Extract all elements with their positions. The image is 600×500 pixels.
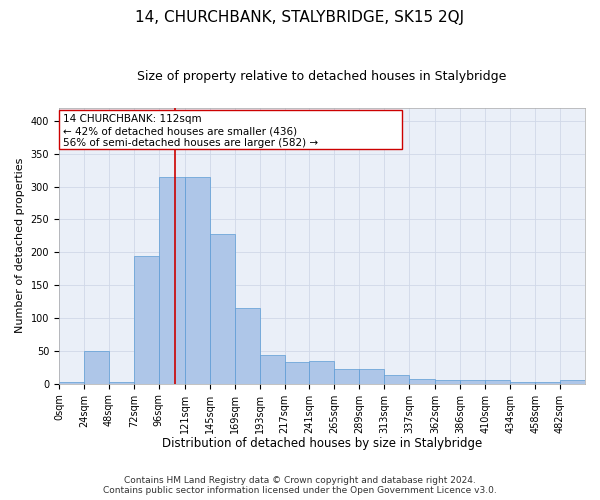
Bar <box>385 374 409 384</box>
Text: 56% of semi-detached houses are larger (582) →: 56% of semi-detached houses are larger (… <box>63 138 318 148</box>
X-axis label: Distribution of detached houses by size in Stalybridge: Distribution of detached houses by size … <box>162 437 482 450</box>
Text: Contains HM Land Registry data © Crown copyright and database right 2024.
Contai: Contains HM Land Registry data © Crown c… <box>103 476 497 495</box>
Bar <box>535 382 560 384</box>
Bar <box>409 379 435 384</box>
Y-axis label: Number of detached properties: Number of detached properties <box>15 158 25 334</box>
Bar <box>84 351 109 384</box>
Bar <box>284 362 310 384</box>
Bar <box>560 380 585 384</box>
Bar <box>209 234 235 384</box>
Bar <box>235 308 260 384</box>
Bar <box>359 370 385 384</box>
Bar <box>435 380 460 384</box>
Title: Size of property relative to detached houses in Stalybridge: Size of property relative to detached ho… <box>137 70 506 83</box>
Bar <box>260 355 284 384</box>
Bar <box>310 360 334 384</box>
Bar <box>109 382 134 384</box>
Bar <box>159 177 185 384</box>
Bar <box>59 110 402 148</box>
Bar <box>485 380 510 384</box>
Bar <box>460 380 485 384</box>
Text: 14, CHURCHBANK, STALYBRIDGE, SK15 2QJ: 14, CHURCHBANK, STALYBRIDGE, SK15 2QJ <box>136 10 464 25</box>
Bar <box>59 382 84 384</box>
Bar <box>134 256 159 384</box>
Text: 14 CHURCHBANK: 112sqm: 14 CHURCHBANK: 112sqm <box>63 114 202 124</box>
Text: ← 42% of detached houses are smaller (436): ← 42% of detached houses are smaller (43… <box>63 126 297 136</box>
Bar <box>185 177 209 384</box>
Bar <box>334 370 359 384</box>
Bar <box>510 382 535 384</box>
